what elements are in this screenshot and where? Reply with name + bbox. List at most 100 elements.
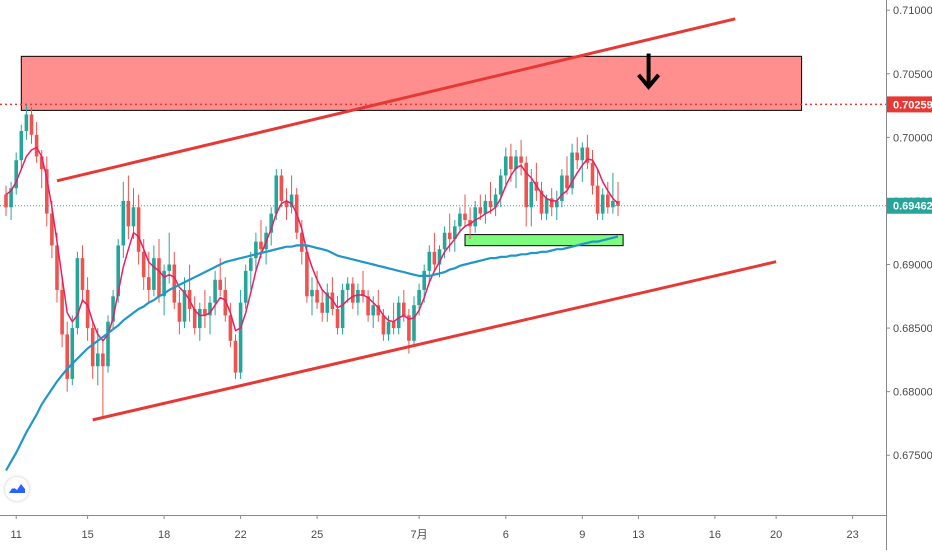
candle-body	[305, 251, 309, 297]
time-tick-label: 13	[632, 529, 644, 541]
time-tick-label: 23	[846, 529, 858, 541]
candle-body	[391, 321, 396, 329]
candle-body	[29, 114, 34, 135]
candle-body	[483, 200, 488, 214]
candle-body	[4, 194, 8, 208]
candle-body	[85, 289, 90, 329]
candle-body	[126, 200, 131, 227]
price-tick-label: 0.67500	[893, 450, 932, 462]
time-tick-label: 22	[234, 529, 246, 541]
candle-body	[488, 200, 493, 208]
price-tick-label: 0.71000	[893, 5, 932, 17]
candle-body	[529, 181, 534, 208]
time-tick-label: 25	[311, 529, 323, 541]
candle-body	[498, 175, 503, 195]
candle-body	[106, 321, 110, 367]
upper-channel-trendline	[56, 17, 736, 183]
candle-body	[361, 289, 365, 297]
candle-body	[315, 289, 319, 303]
candle-body	[565, 175, 569, 189]
candles-layer	[4, 104, 620, 418]
candle-body	[595, 185, 600, 214]
candle-body	[366, 296, 370, 316]
candle-body	[279, 175, 284, 201]
candle-body	[284, 200, 289, 208]
candle-body	[9, 188, 13, 208]
candle-body	[162, 270, 166, 297]
candle-body	[422, 270, 426, 290]
candle-body	[600, 194, 605, 214]
candle-body	[274, 175, 279, 214]
time-axis-panel	[0, 516, 886, 550]
candle-body	[45, 169, 49, 214]
candle-body	[19, 130, 24, 161]
price-tick-label: 0.69000	[893, 259, 932, 271]
candle-body	[407, 315, 411, 341]
candle-body	[131, 207, 136, 227]
candle-body	[65, 334, 69, 379]
candle-body	[172, 264, 177, 303]
candle-body	[60, 289, 64, 335]
candle-body	[335, 309, 340, 329]
candle-body	[208, 302, 212, 316]
candle-body	[320, 302, 324, 313]
candle-body	[167, 264, 171, 271]
lower-channel-trendline	[92, 260, 777, 422]
candle-body	[412, 305, 416, 341]
candle-body	[90, 328, 95, 367]
price-tick-label: 0.70000	[893, 132, 932, 144]
candle-body	[243, 270, 248, 303]
candle-body	[555, 200, 559, 208]
candle-body	[259, 241, 263, 250]
candle-body	[182, 289, 187, 322]
support-zone	[464, 234, 624, 247]
time-tick-label: 16	[709, 529, 721, 541]
candle-body	[233, 340, 238, 373]
candle-body	[478, 207, 483, 214]
candle-body	[80, 258, 85, 290]
candle-body	[218, 279, 222, 290]
candle-body	[223, 289, 228, 316]
candle-body	[39, 156, 44, 170]
candle-body	[458, 213, 462, 227]
price-axis-panel	[886, 0, 932, 550]
candle-body	[198, 309, 202, 329]
candle-body	[147, 277, 151, 290]
candle-body	[50, 213, 54, 246]
candle-body	[70, 328, 75, 379]
price-label-box	[887, 96, 932, 113]
candle-body	[539, 190, 544, 214]
candle-body	[300, 232, 304, 252]
candle-body	[177, 302, 182, 322]
tradingview-logo-icon[interactable]	[5, 477, 29, 501]
candle-body	[509, 156, 513, 170]
candle-body	[386, 321, 391, 335]
candle-body	[228, 315, 233, 341]
candle-body	[203, 309, 207, 316]
candle-body	[111, 296, 115, 322]
candle-body	[519, 156, 523, 163]
price-tick-label: 0.70500	[893, 69, 932, 81]
candle-body	[473, 207, 477, 227]
moving-averages-layer	[5, 146, 619, 472]
candle-body	[504, 156, 508, 176]
candle-body	[345, 283, 350, 290]
candle-body	[549, 198, 554, 208]
price-tick-label: 0.68000	[893, 387, 932, 399]
candle-body	[121, 200, 126, 246]
candle-body	[447, 232, 452, 240]
candle-body	[442, 232, 447, 250]
candle-body	[453, 226, 457, 240]
candle-body	[381, 315, 386, 335]
zones-layer	[20, 55, 803, 247]
candle-body	[396, 302, 401, 329]
candle-body	[463, 213, 467, 220]
candle-body	[152, 258, 156, 290]
candle-body	[238, 302, 243, 373]
candle-body	[417, 289, 421, 306]
candle-body	[351, 283, 355, 303]
time-tick-label: 6	[503, 529, 509, 541]
